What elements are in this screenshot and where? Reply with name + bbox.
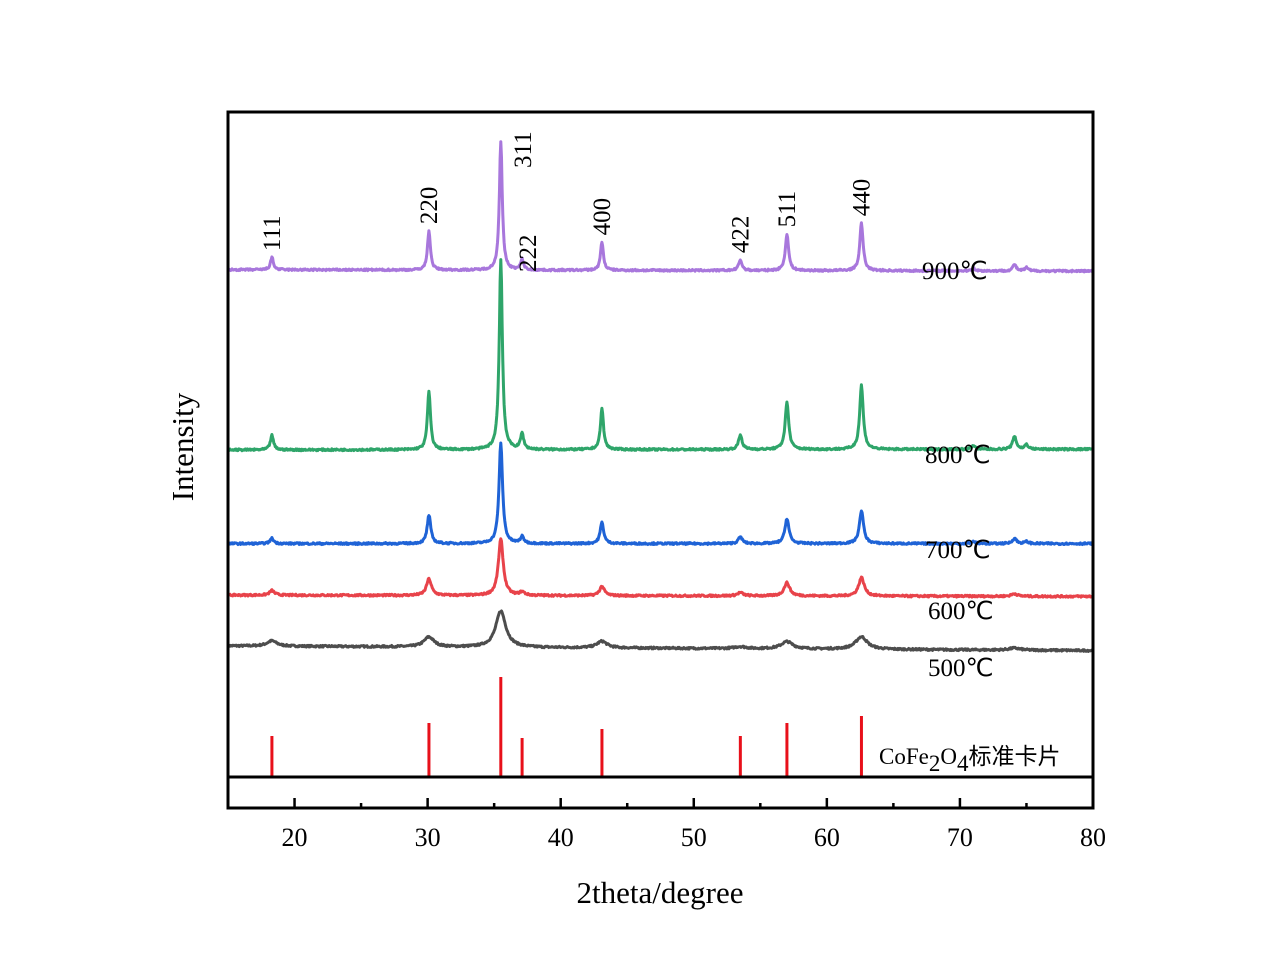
std-label-o: O <box>940 744 957 769</box>
hkl-annotation-layer: 111 220 311 222 400 422 511 440 <box>259 131 876 272</box>
series-label-700: 700℃ <box>925 537 991 564</box>
std-label-cofe: CoFe <box>879 744 929 769</box>
hkl-label-311: 311 <box>510 131 537 168</box>
hkl-label-111: 111 <box>259 216 286 252</box>
x-tick-label-60: 60 <box>814 823 840 852</box>
std-label-sub4: 4 <box>957 751 969 776</box>
x-tick-label-50: 50 <box>681 823 707 852</box>
x-ticks <box>293 798 1028 808</box>
hkl-label-400: 400 <box>589 198 616 236</box>
reference-card-label: CoFe2O4标准卡片 <box>879 744 1060 776</box>
hkl-label-222: 222 <box>515 235 542 273</box>
hkl-label-440: 440 <box>848 179 875 217</box>
series-line-600 <box>227 537 1094 599</box>
x-tick-label-40: 40 <box>548 823 574 852</box>
plot-frame <box>226 110 1095 810</box>
series-layer <box>226 140 1095 653</box>
x-tick-label-30: 30 <box>415 823 441 852</box>
x-axis-title: 2theta/degree <box>577 875 744 910</box>
series-label-900: 900℃ <box>922 258 988 285</box>
series-label-600: 600℃ <box>928 598 994 625</box>
series-line-700 <box>226 441 1094 546</box>
series-label-800: 800℃ <box>925 442 991 469</box>
reference-card-layer <box>270 677 863 777</box>
std-label-cn: 标准卡片 <box>968 744 1060 769</box>
y-axis-title: Intensity <box>165 392 200 501</box>
series-line-500 <box>226 609 1094 653</box>
axes-layer: 20 30 40 50 60 70 80 2theta/degree Inten… <box>165 110 1106 910</box>
std-label-sub2: 2 <box>929 751 941 776</box>
x-tick-label-80: 80 <box>1080 823 1106 852</box>
series-label-500: 500℃ <box>928 655 994 682</box>
x-tick-label-70: 70 <box>947 823 973 852</box>
series-line-800 <box>226 258 1095 453</box>
x-tick-label-20: 20 <box>282 823 308 852</box>
hkl-label-220: 220 <box>416 187 443 225</box>
hkl-label-511: 511 <box>774 191 801 228</box>
series-label-layer: 500℃ 600℃ 700℃ 800℃ 900℃ CoFe2O4标准卡片 <box>879 258 1060 776</box>
hkl-label-422: 422 <box>727 216 754 254</box>
series-line-900 <box>226 140 1094 274</box>
